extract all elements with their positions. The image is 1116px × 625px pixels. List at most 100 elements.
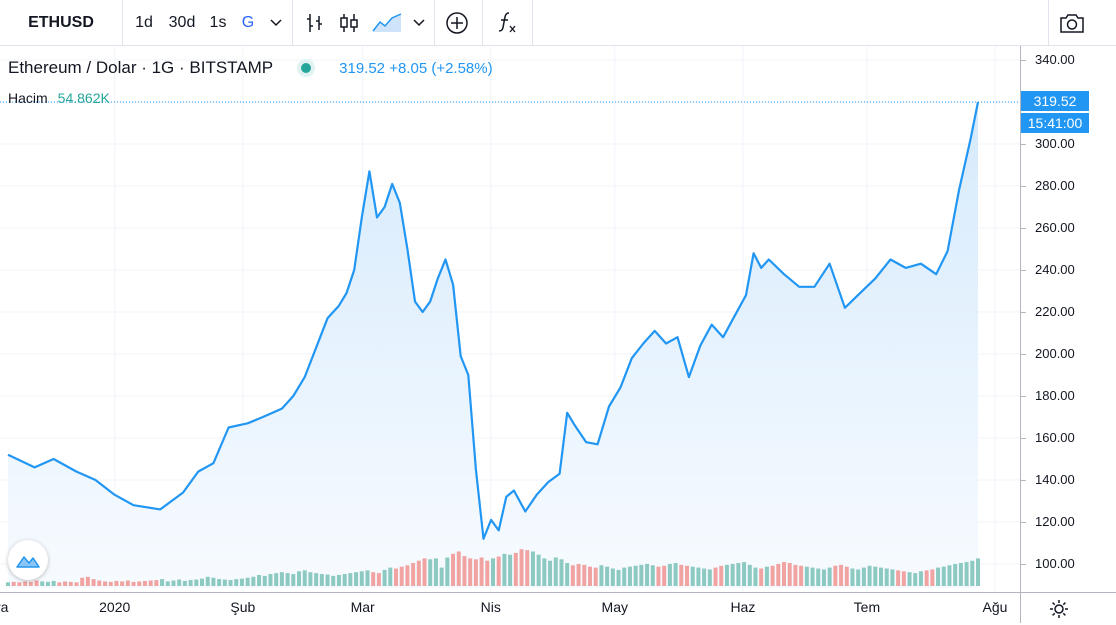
- toolbar-divider: [1048, 0, 1049, 45]
- bar-chart-icon[interactable]: [300, 0, 330, 45]
- price-line: [7, 101, 980, 540]
- price-tick-label: 200.00: [1035, 346, 1075, 361]
- volume-bar: [177, 579, 182, 586]
- symbol-search[interactable]: ETHUSD: [28, 13, 94, 31]
- volume-bar: [976, 558, 980, 586]
- time-tick-label: ra: [0, 599, 9, 615]
- price-tick-mark: [1021, 480, 1026, 481]
- volume-bar: [439, 567, 444, 586]
- time-tick-label: Nis: [480, 599, 501, 615]
- volume-bar: [839, 564, 844, 586]
- volume-bar: [958, 563, 963, 586]
- volume-bar: [804, 566, 809, 586]
- volume-bar: [530, 551, 535, 586]
- volume-value: 54.862K: [57, 90, 110, 106]
- interval-g[interactable]: G: [241, 13, 255, 31]
- price-chart[interactable]: [0, 46, 1020, 592]
- interval-30d[interactable]: 30d: [168, 13, 196, 31]
- volume-bar: [645, 563, 650, 586]
- volume-bar: [262, 575, 267, 586]
- volume-label: Hacim: [8, 90, 48, 106]
- volume-bar: [422, 558, 427, 586]
- price-tick-mark: [1021, 312, 1026, 313]
- volume-bar: [388, 567, 393, 586]
- chevron-down-icon[interactable]: [408, 0, 430, 45]
- time-tick-label: 2020: [99, 599, 131, 615]
- volume-bar: [359, 571, 364, 586]
- volume-bar: [468, 558, 473, 586]
- volume-bar: [879, 567, 883, 586]
- volume-bar: [685, 565, 689, 586]
- volume-bar: [696, 567, 701, 586]
- volume-bar: [662, 565, 667, 586]
- price-tick-label: 180.00: [1035, 388, 1075, 403]
- volume-bar: [770, 565, 775, 586]
- volume-bar: [222, 579, 227, 586]
- volume-bar: [342, 574, 347, 586]
- volume-bar: [793, 564, 798, 586]
- volume-bar: [890, 569, 895, 586]
- volume-bar: [491, 558, 495, 586]
- volume-bar: [28, 581, 33, 586]
- volume-bar: [217, 579, 222, 586]
- volume-bar: [787, 563, 792, 586]
- price-axis[interactable]: 340.00320.00300.00280.00260.00240.00220.…: [1020, 46, 1116, 592]
- add-compare-icon[interactable]: [440, 0, 474, 45]
- volume-bar: [485, 560, 490, 586]
- volume-bar: [622, 567, 627, 586]
- price-tick-label: 280.00: [1035, 178, 1075, 193]
- volume-bar: [268, 574, 273, 586]
- volume-bar: [953, 563, 958, 586]
- interval-1d[interactable]: 1d: [135, 13, 153, 31]
- interval-1s[interactable]: 1s: [209, 13, 227, 31]
- price-tick-label: 140.00: [1035, 472, 1075, 487]
- volume-bar: [148, 580, 153, 586]
- price-tick-label: 300.00: [1035, 136, 1075, 151]
- volume-bar: [17, 582, 22, 586]
- bar-countdown-badge: 15:41:00: [1021, 113, 1089, 133]
- volume-bar: [639, 564, 644, 586]
- price-tick-mark: [1021, 60, 1026, 61]
- volume-bar: [103, 581, 107, 586]
- price-tick-mark: [1021, 522, 1026, 523]
- volume-bar: [525, 550, 530, 586]
- volume-bar: [799, 565, 804, 586]
- volume-bar: [251, 576, 256, 586]
- volume-bar: [599, 565, 604, 586]
- camera-icon[interactable]: [1054, 0, 1090, 45]
- price-tick-label: 100.00: [1035, 556, 1075, 571]
- volume-bar: [456, 551, 461, 586]
- volume-bar: [433, 558, 438, 586]
- volume-bar: [160, 579, 165, 586]
- volume-bar: [496, 556, 501, 586]
- volume-bar: [759, 568, 764, 586]
- chevron-down-icon[interactable]: [264, 0, 288, 45]
- volume-bar: [821, 569, 826, 586]
- volume-bar: [45, 581, 50, 586]
- tradingview-logo-button[interactable]: [8, 540, 48, 580]
- time-axis[interactable]: ra 2020 Şub Mar Nis May Haz Tem Ağu: [0, 592, 1116, 623]
- volume-bar: [565, 563, 570, 586]
- settings-gear-icon[interactable]: [1048, 598, 1070, 620]
- market-status-dot[interactable]: [301, 63, 312, 73]
- volume-bar: [593, 567, 598, 586]
- volume-bar: [861, 567, 866, 586]
- volume-bar: [279, 572, 284, 586]
- volume-bar: [702, 568, 707, 586]
- price-tick-label: 240.00: [1035, 262, 1075, 277]
- volume-bar: [542, 558, 547, 586]
- volume-bar: [679, 564, 684, 586]
- volume-bar: [667, 563, 672, 586]
- volume-bar: [690, 566, 695, 586]
- volume-bar: [325, 574, 330, 586]
- volume-bar: [673, 563, 678, 586]
- volume-bar: [371, 572, 376, 586]
- price-tick-label: 220.00: [1035, 304, 1075, 319]
- volume-bar: [833, 565, 838, 586]
- candlestick-icon[interactable]: [334, 0, 364, 45]
- indicators-icon[interactable]: [490, 0, 524, 45]
- volume-bar: [913, 573, 918, 586]
- volume-bar: [63, 581, 68, 586]
- area-chart-icon[interactable]: [370, 0, 404, 45]
- volume-bar: [548, 560, 553, 586]
